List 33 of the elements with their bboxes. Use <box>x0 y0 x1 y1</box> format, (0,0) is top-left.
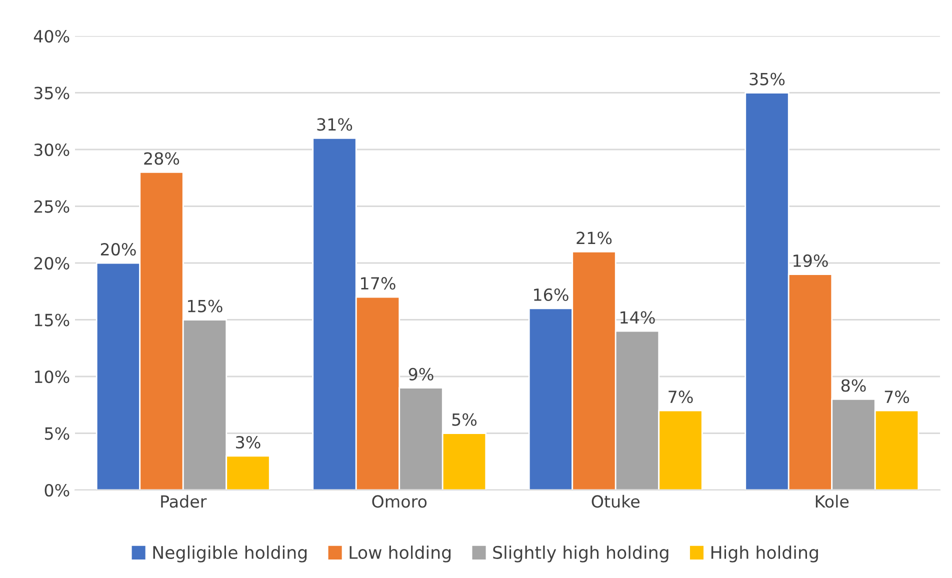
text: 20% <box>100 242 136 256</box>
x-tick-label: Kole <box>816 494 849 508</box>
y-tick-label: 30% <box>34 143 70 156</box>
text: 9% <box>408 368 434 380</box>
legend-label: Low holding <box>350 546 451 562</box>
text: 17% <box>361 277 396 290</box>
x-tick-label: Omoro <box>372 495 427 508</box>
legend-label: Negligible holding <box>153 546 307 562</box>
y-tick-label: 25% <box>34 200 70 213</box>
text: 14% <box>620 311 655 324</box>
text: 3% <box>236 436 260 449</box>
legend-label: Slightly high holding <box>493 546 668 562</box>
x-tick-label: Pader <box>161 494 207 508</box>
legend-label: High holding <box>711 546 818 562</box>
y-tick-label: 15% <box>34 314 70 326</box>
text: 7% <box>668 390 693 404</box>
y-tick-label: 5% <box>44 427 70 440</box>
text: 5% <box>452 413 477 426</box>
text: 21% <box>576 232 612 244</box>
x-tick-label: Otuke <box>592 494 640 508</box>
text: 35% <box>750 72 785 86</box>
y-tick-label: 40% <box>34 30 70 43</box>
y-tick-label: 0% <box>44 484 70 497</box>
text: 8% <box>841 379 866 392</box>
y-tick-label: 35% <box>34 86 70 100</box>
y-tick-label: 10% <box>34 370 70 384</box>
text: 7% <box>884 390 910 404</box>
text: 19% <box>794 254 828 267</box>
text: 16% <box>534 288 568 302</box>
text: 31% <box>317 118 352 131</box>
text: 28% <box>144 152 180 165</box>
text: 15% <box>188 300 222 312</box>
y-tick-label: 20% <box>34 256 70 270</box>
